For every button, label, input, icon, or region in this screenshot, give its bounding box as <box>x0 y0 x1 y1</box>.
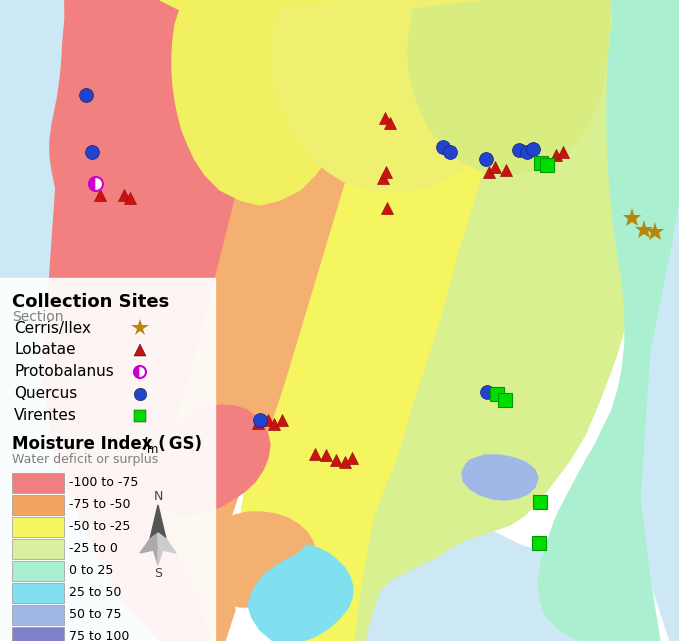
Polygon shape <box>480 330 562 411</box>
Text: Water deficit or surplus: Water deficit or surplus <box>12 453 158 466</box>
Text: Virentes: Virentes <box>14 408 77 424</box>
Text: Lobatae: Lobatae <box>14 342 75 358</box>
Text: Collection Sites: Collection Sites <box>12 293 169 311</box>
Text: 50 to 75: 50 to 75 <box>69 608 122 622</box>
Polygon shape <box>144 405 270 516</box>
Polygon shape <box>290 485 640 641</box>
Text: -25 to 0: -25 to 0 <box>69 542 118 556</box>
Polygon shape <box>150 533 158 565</box>
Polygon shape <box>610 0 679 641</box>
Text: N: N <box>153 490 163 503</box>
Text: -50 to -25: -50 to -25 <box>69 520 130 533</box>
Polygon shape <box>150 505 166 539</box>
Text: S: S <box>154 567 162 580</box>
Polygon shape <box>462 455 538 500</box>
Polygon shape <box>538 0 679 641</box>
Text: -100 to -75: -100 to -75 <box>69 476 139 490</box>
Polygon shape <box>188 512 316 607</box>
Bar <box>12 517 64 537</box>
Polygon shape <box>240 0 520 641</box>
Wedge shape <box>134 366 140 378</box>
Text: 75 to 100: 75 to 100 <box>69 631 130 641</box>
Polygon shape <box>140 539 158 553</box>
Bar <box>12 539 64 559</box>
Bar <box>12 473 64 493</box>
Polygon shape <box>165 0 390 641</box>
Circle shape <box>89 177 103 191</box>
Text: -75 to -50: -75 to -50 <box>69 499 130 512</box>
Bar <box>12 495 64 515</box>
Polygon shape <box>50 0 185 260</box>
Bar <box>12 561 64 581</box>
Circle shape <box>134 366 146 378</box>
Text: GS): GS) <box>163 435 202 453</box>
Polygon shape <box>248 545 353 641</box>
Wedge shape <box>140 366 146 378</box>
Text: Section: Section <box>12 310 64 324</box>
Bar <box>0 278 215 641</box>
Polygon shape <box>408 0 610 174</box>
Polygon shape <box>42 0 280 641</box>
Text: $\mathit{I}_\mathrm{m}$: $\mathit{I}_\mathrm{m}$ <box>142 435 160 455</box>
Text: Protobalanus: Protobalanus <box>14 365 114 379</box>
Text: 25 to 50: 25 to 50 <box>69 587 122 599</box>
Polygon shape <box>89 368 134 425</box>
Polygon shape <box>0 0 160 641</box>
Polygon shape <box>158 539 176 553</box>
Polygon shape <box>160 0 380 205</box>
Polygon shape <box>271 0 510 193</box>
Wedge shape <box>89 177 96 191</box>
Wedge shape <box>96 177 103 191</box>
Text: 0 to 25: 0 to 25 <box>69 565 113 578</box>
Bar <box>12 583 64 603</box>
Text: Cerris/Ilex: Cerris/Ilex <box>14 320 91 335</box>
Polygon shape <box>158 533 166 565</box>
Bar <box>12 605 64 625</box>
Text: Quercus: Quercus <box>14 387 77 401</box>
Polygon shape <box>355 0 645 641</box>
Text: Moisture Index (: Moisture Index ( <box>12 435 166 453</box>
Bar <box>12 627 64 641</box>
